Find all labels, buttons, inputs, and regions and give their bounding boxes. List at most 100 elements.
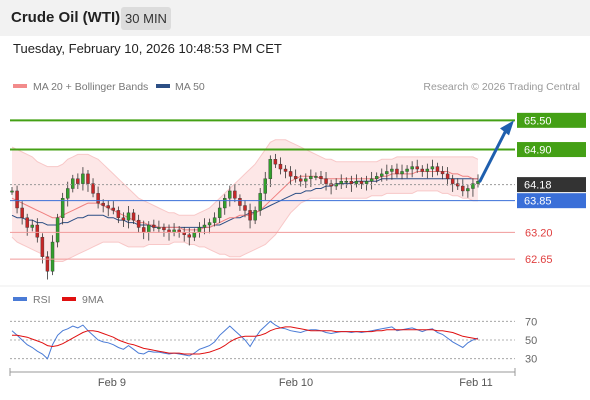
candle <box>116 206 121 224</box>
level-label-65-50: 65.50 <box>524 115 552 127</box>
candle <box>248 203 252 229</box>
candle <box>253 206 257 225</box>
candle-body <box>461 185 465 192</box>
candle-body <box>293 176 298 179</box>
instrument-title: Crude Oil (WTI) <box>11 9 121 26</box>
candle-body <box>410 166 414 170</box>
timeframe-button[interactable]: 30 MIN <box>121 7 171 30</box>
candle-body <box>15 190 19 209</box>
candle-body <box>101 202 105 206</box>
candle <box>349 175 354 192</box>
candle <box>187 227 192 246</box>
candle-body <box>65 188 70 199</box>
candle-body <box>354 180 359 184</box>
timestamp: Tuesday, February 10, 2026 10:48:53 PM C… <box>13 41 282 56</box>
candle-body <box>369 178 374 182</box>
candle-body <box>30 224 34 228</box>
candle-body <box>268 159 273 179</box>
ma20-legend-label: MA 20 + Bollinger Bands <box>33 81 148 93</box>
candle-body <box>258 193 262 211</box>
candle <box>157 220 161 233</box>
levels-layer: 65.50 64.90 64.18 63.85 63.20 62.65 <box>10 112 586 266</box>
forecast-arrow-shaft <box>478 128 508 183</box>
forecast-arrow-head <box>500 120 514 136</box>
candle <box>212 212 217 227</box>
candle-body <box>273 159 278 165</box>
candle-body <box>471 183 475 189</box>
candle-body <box>359 180 364 184</box>
candle <box>106 200 110 217</box>
candle-body <box>91 183 95 194</box>
candle-body <box>405 168 409 172</box>
candle <box>324 171 328 191</box>
candle <box>55 213 60 248</box>
candle-body <box>319 176 323 179</box>
level-label-63-85: 63.85 <box>524 196 552 208</box>
candle-body <box>283 168 288 172</box>
candle <box>369 171 374 190</box>
x-tick-label-1: Feb 10 <box>279 377 313 389</box>
ma20-legend-swatch <box>13 84 27 88</box>
level-tag-64-18 <box>517 177 586 193</box>
rsi-ma-legend-label: 9MA <box>82 294 104 306</box>
candle-body <box>390 168 394 172</box>
candle-body <box>121 217 126 221</box>
candle <box>202 218 207 235</box>
candle <box>283 165 288 179</box>
candle <box>131 208 136 225</box>
candle-body <box>35 224 40 238</box>
candle <box>217 201 222 224</box>
candle <box>111 201 116 215</box>
candle <box>440 166 445 180</box>
candle <box>435 162 440 176</box>
candle <box>445 167 450 186</box>
level-tag-63-85 <box>517 193 586 209</box>
candle-body <box>374 176 379 179</box>
candle-body <box>71 178 75 189</box>
candle-body <box>136 219 141 228</box>
candle <box>420 165 425 177</box>
candle-body <box>223 198 227 209</box>
candle-body <box>106 205 110 209</box>
candle-body <box>400 171 404 175</box>
candle <box>20 201 24 225</box>
candle-body <box>157 227 161 229</box>
candle-body <box>380 173 384 177</box>
copyright-text: Research © 2026 Trading Central <box>423 81 580 93</box>
candle <box>298 174 303 187</box>
candle <box>395 163 399 178</box>
candle <box>60 192 65 225</box>
candle <box>121 212 126 227</box>
candle <box>101 199 105 213</box>
candle <box>258 188 262 216</box>
x-tick-label-2: Feb 11 <box>459 377 492 389</box>
candle-body <box>212 217 217 223</box>
candle-body <box>238 198 242 206</box>
candle-body <box>344 180 349 183</box>
candle-body <box>298 178 303 182</box>
candle-body <box>147 224 151 233</box>
candle-body <box>415 166 419 170</box>
candle <box>344 177 349 189</box>
candle-body <box>425 168 430 172</box>
candle <box>45 251 50 280</box>
candle <box>10 187 14 195</box>
candle <box>126 206 131 229</box>
chart-header: Crude Oil (WTI) 30 MIN <box>0 0 590 36</box>
candle <box>390 165 394 180</box>
candle <box>162 223 166 237</box>
rsi-legend-label: RSI <box>33 294 51 306</box>
level-label-64-90: 64.90 <box>524 145 552 157</box>
candle-body <box>248 210 252 221</box>
candle-body <box>243 205 247 211</box>
candle-body <box>10 190 14 193</box>
candle <box>15 185 19 214</box>
candle <box>35 218 40 243</box>
candle-body <box>207 222 212 226</box>
candle-body <box>395 168 399 175</box>
candle-body <box>50 241 55 272</box>
candle-body <box>141 227 146 233</box>
candle-body <box>25 217 29 228</box>
candle <box>207 218 212 234</box>
